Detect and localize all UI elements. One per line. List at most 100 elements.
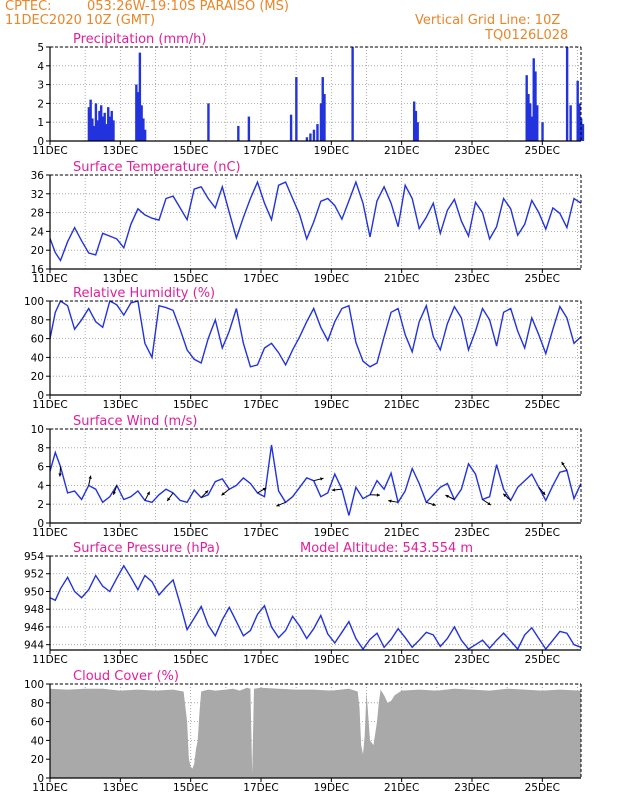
wind-arrow-head — [432, 502, 436, 507]
y-tick-label-cloud: 40 — [31, 735, 44, 747]
precip-bar — [91, 118, 94, 141]
y-tick-label-rh: 100 — [24, 296, 44, 308]
panel-title-precip: Precipitation (mm/h) — [73, 32, 206, 47]
precip-bar — [89, 99, 92, 141]
x-tick-label-cloud: 13DEC — [103, 782, 138, 794]
x-tick-label-cloud: 19DEC — [314, 782, 349, 794]
x-tick-label-rh: 23DEC — [454, 399, 489, 411]
x-tick-label-temp: 25DEC — [525, 273, 560, 285]
y-tick-label-cloud: 80 — [31, 698, 44, 710]
x-tick-label-pres: 23DEC — [454, 654, 489, 666]
wind-arrow-head — [561, 461, 565, 466]
wind-arrow-head — [262, 487, 267, 491]
x-tick-label-rh: 17DEC — [243, 399, 278, 411]
precip-bar — [576, 80, 579, 141]
precip-bar — [414, 110, 418, 141]
series-line-temp — [49, 180, 582, 263]
x-tick-label-temp: 21DEC — [384, 273, 419, 285]
x-tick-label-precip: 11DEC — [32, 145, 67, 157]
y-tick-label-precip: 0 — [37, 136, 44, 148]
precip-bar — [207, 103, 210, 141]
x-tick-label-temp: 13DEC — [103, 273, 138, 285]
wind-arrow-head — [146, 491, 150, 496]
panels-layer: Precipitation (mm/h) 0 1 2 3 4 5 11DEC 13DEC 15DE… — [24, 32, 585, 794]
x-tick-label-cloud: 11DEC — [32, 782, 67, 794]
precip-bar — [305, 137, 309, 141]
wind-arrow-head — [58, 473, 62, 477]
x-tick-label-temp: 23DEC — [454, 273, 489, 285]
precip-bar — [319, 103, 323, 141]
y-tick-label-cloud: 100 — [24, 679, 44, 691]
precip-bar — [87, 107, 91, 141]
y-tick-label-pres: 946 — [24, 622, 44, 634]
x-tick-label-wind: 13DEC — [103, 527, 138, 539]
precip-bar — [237, 125, 240, 141]
y-tick-label-rh: 80 — [31, 315, 44, 327]
precip-bar — [534, 71, 537, 141]
wind-arrow-head — [167, 497, 171, 502]
grid-line-note: Vertical Grid Line: 10Z — [415, 13, 561, 28]
wind-arrow-head — [388, 499, 392, 503]
y-tick-label-temp: 32 — [31, 189, 44, 201]
precip-bar — [98, 110, 101, 141]
series-line-pres — [49, 564, 582, 651]
precip-bar — [140, 105, 143, 141]
x-tick-label-rh: 11DEC — [32, 399, 67, 411]
panel-cloud: Cloud Cover (%) 0 20 40 60 80 100 11DEC 13DEC 15D… — [24, 669, 582, 794]
precip-bar — [565, 47, 569, 141]
x-tick-label-cloud: 23DEC — [454, 782, 489, 794]
y-tick-label-wind: 4 — [37, 480, 44, 492]
panel-precip: Precipitation (mm/h) 0 1 2 3 4 5 11DEC 13DEC 15DE… — [32, 32, 585, 157]
x-tick-label-wind: 23DEC — [454, 527, 489, 539]
precip-bar — [143, 129, 147, 141]
x-tick-label-wind: 21DEC — [384, 527, 419, 539]
wind-arrow-head — [331, 488, 336, 492]
x-tick-label-pres: 25DEC — [525, 654, 560, 666]
precip-bar — [105, 124, 108, 141]
precip-bar — [578, 103, 581, 141]
precip-bar — [412, 101, 416, 141]
y-tick-label-temp: 16 — [31, 264, 45, 276]
wind-arrow-head — [112, 491, 117, 495]
series-line-wind — [49, 444, 582, 516]
y-tick-label-wind: 8 — [37, 443, 44, 455]
y-tick-label-rh: 60 — [31, 334, 44, 346]
y-tick-label-wind: 6 — [37, 462, 44, 474]
x-tick-label-rh: 25DEC — [525, 399, 560, 411]
precip-bar — [138, 52, 142, 141]
x-tick-label-wind: 19DEC — [314, 527, 349, 539]
y-tick-label-wind: 0 — [37, 518, 44, 530]
x-tick-label-pres: 21DEC — [384, 654, 419, 666]
y-tick-label-wind: 10 — [31, 424, 44, 436]
x-tick-label-cloud: 17DEC — [243, 782, 278, 794]
x-tick-label-rh: 19DEC — [314, 399, 349, 411]
y-tick-label-wind: 2 — [37, 499, 44, 511]
wind-arrow-head — [445, 494, 449, 498]
x-tick-label-rh: 13DEC — [103, 399, 138, 411]
series-line-rh — [49, 299, 582, 368]
y-tick-label-rh: 0 — [37, 390, 44, 402]
precip-bar — [101, 116, 105, 141]
precip-bar — [321, 77, 324, 141]
wind-arrow-head — [276, 503, 280, 507]
x-tick-label-wind: 11DEC — [32, 527, 67, 539]
precip-bar — [108, 116, 112, 141]
precip-bar — [92, 125, 96, 141]
x-tick-label-precip: 15DEC — [173, 145, 208, 157]
location-label: 053:26W-19:10S PARAISO (MS) — [87, 0, 289, 14]
x-tick-label-pres: 15DEC — [173, 654, 208, 666]
wind-arrow-head — [88, 475, 92, 479]
precip-bar — [541, 122, 544, 141]
precip-bar — [530, 116, 534, 141]
source-label: CPTEC: — [5, 0, 52, 14]
x-tick-label-precip: 17DEC — [243, 145, 278, 157]
x-tick-label-temp: 11DEC — [32, 273, 67, 285]
y-tick-label-temp: 24 — [31, 226, 45, 238]
precip-bar — [569, 105, 572, 141]
precip-bar — [247, 116, 251, 141]
precip-bar — [94, 103, 98, 141]
wind-arrow-head — [320, 477, 324, 481]
wind-arrow-head — [503, 493, 507, 498]
x-tick-label-temp: 15DEC — [173, 273, 208, 285]
precip-bar — [316, 124, 319, 141]
